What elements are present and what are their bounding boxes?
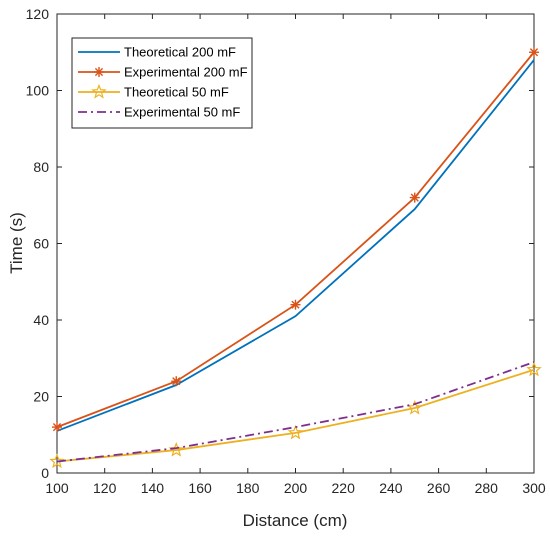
- asterisk-stroke: [52, 423, 62, 432]
- x-tick-label: 160: [188, 480, 212, 496]
- asterisk-stroke: [410, 193, 419, 202]
- legend-entry: Theoretical 50 mF: [78, 83, 229, 100]
- axis-ticks: 100 120 140 160 180 200 220 240 260 280 300 0 20 40 60…: [26, 6, 546, 496]
- data-point: [526, 361, 542, 377]
- asterisk-stroke: [291, 300, 300, 309]
- y-tick-label: 80: [33, 159, 49, 175]
- series-line: [56, 361, 535, 463]
- y-tick-label: 40: [33, 312, 49, 328]
- x-tick-label: 100: [45, 480, 69, 496]
- legend-entry: Theoretical 200 mF: [78, 45, 236, 60]
- legend-marker: [91, 83, 107, 99]
- asterisk-stroke: [172, 377, 181, 386]
- data-point: [290, 299, 301, 310]
- data-point: [287, 424, 304, 440]
- data-point: [406, 399, 423, 415]
- x-tick-label: 220: [332, 480, 356, 496]
- legend-box: [71, 37, 253, 129]
- legend-label: Theoretical 50 mF: [124, 85, 229, 100]
- series-3: [56, 361, 535, 463]
- x-tick-label: 280: [475, 480, 499, 496]
- asterisk-stroke: [529, 48, 539, 57]
- legend: Theoretical 200 mF Experimental 200 mF The…: [71, 37, 253, 129]
- x-tick-label: 200: [284, 480, 308, 496]
- data-point: [52, 422, 62, 433]
- series-line: [56, 368, 535, 463]
- y-tick-label: 60: [33, 236, 49, 252]
- x-tick-label: 260: [427, 480, 451, 496]
- legend-label: Experimental 50 mF: [124, 105, 240, 120]
- data-point: [171, 376, 182, 387]
- series-layer: [49, 47, 542, 469]
- series-line: [56, 59, 535, 432]
- y-tick-label: 20: [33, 389, 49, 405]
- y-tick-label: 0: [41, 465, 49, 481]
- legend-label: Theoretical 200 mF: [124, 45, 236, 60]
- series-1: [52, 47, 539, 433]
- x-tick-label: 240: [379, 480, 403, 496]
- x-tick-label: 300: [522, 480, 546, 496]
- legend-marker: [94, 67, 104, 77]
- x-tick-label: 120: [93, 480, 117, 496]
- legend-entry: Experimental 50 mF: [78, 105, 240, 120]
- data-point: [49, 453, 65, 469]
- legend-label: Experimental 200 mF: [124, 65, 248, 80]
- y-tick-label: 100: [26, 83, 50, 99]
- x-tick-label: 140: [141, 480, 165, 496]
- asterisk-stroke: [94, 67, 104, 77]
- series-2: [49, 361, 542, 469]
- y-tick-label: 120: [26, 6, 50, 22]
- data-point: [409, 192, 420, 203]
- x-axis-label: Distance (cm): [243, 511, 348, 530]
- data-point: [529, 47, 539, 58]
- x-tick-label: 180: [236, 480, 260, 496]
- legend-entry: Experimental 200 mF: [78, 65, 248, 80]
- y-axis-label: Time (s): [7, 212, 26, 274]
- series-0: [56, 59, 535, 432]
